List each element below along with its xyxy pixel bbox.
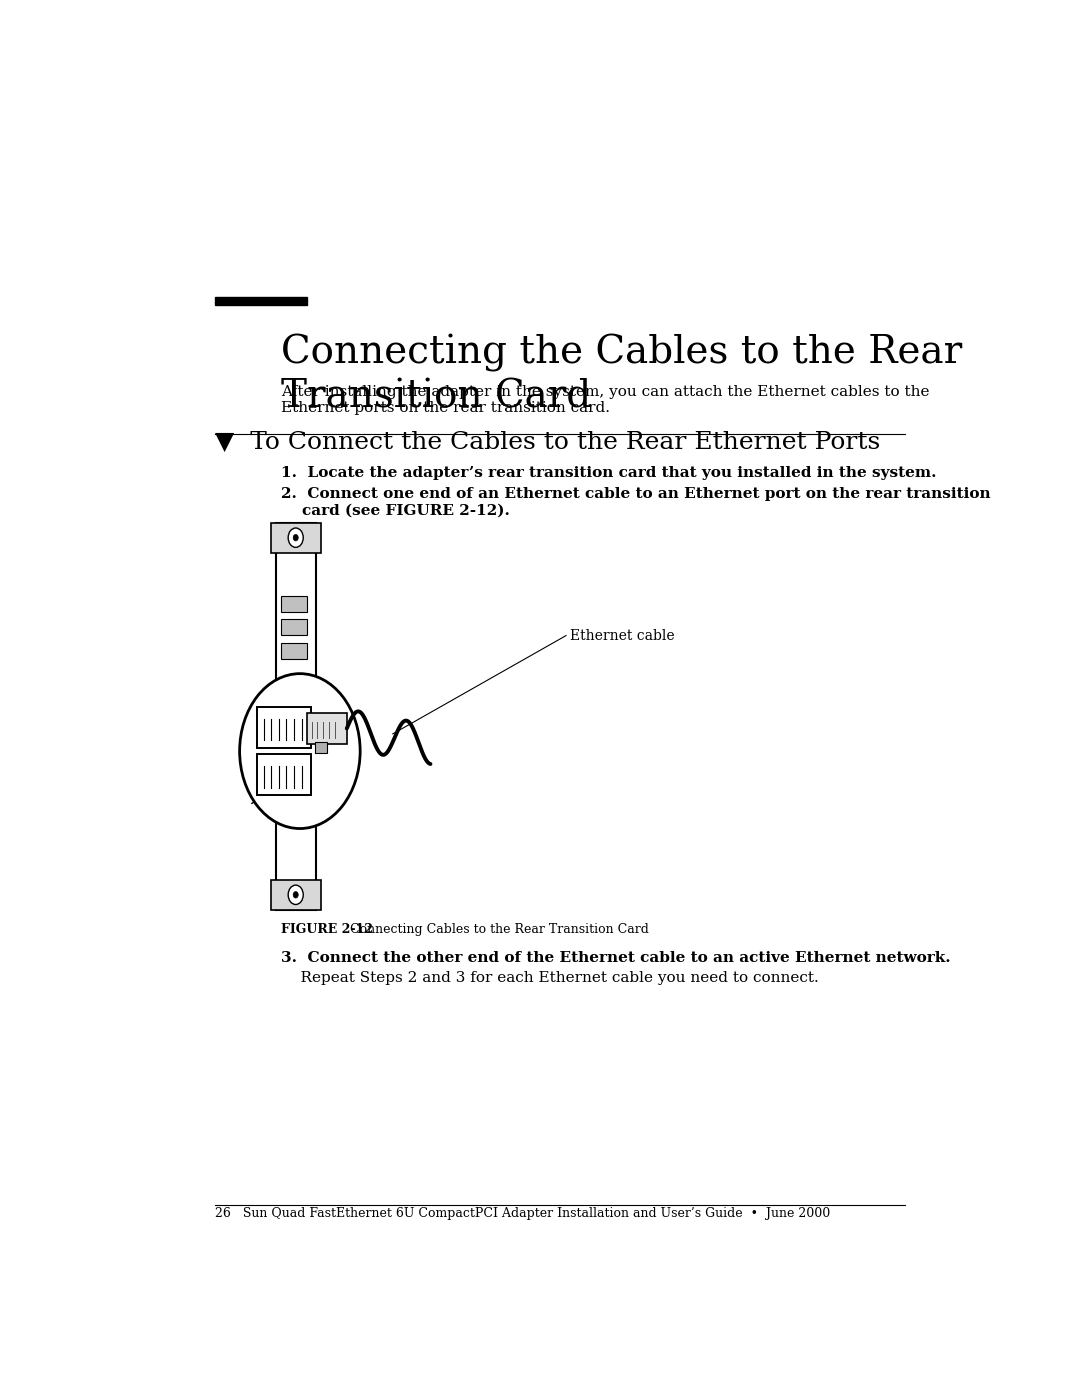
Text: 26   Sun Quad FastEthernet 6U CompactPCI Adapter Installation and User’s Guide  : 26 Sun Quad FastEthernet 6U CompactPCI A… xyxy=(215,1207,829,1220)
Bar xyxy=(275,522,315,909)
Text: 3.  Connect the other end of the Ethernet cable to an active Ethernet network.: 3. Connect the other end of the Ethernet… xyxy=(282,951,951,965)
Circle shape xyxy=(288,886,303,904)
Circle shape xyxy=(240,673,360,828)
FancyBboxPatch shape xyxy=(279,757,311,785)
Circle shape xyxy=(293,535,298,541)
Bar xyxy=(282,595,307,612)
Text: 1.  Locate the adapter’s rear transition card that you installed in the system.: 1. Locate the adapter’s rear transition … xyxy=(282,465,937,479)
Text: Connecting Cables to the Rear Transition Card: Connecting Cables to the Rear Transition… xyxy=(341,923,649,936)
Bar xyxy=(271,880,321,909)
Bar xyxy=(271,522,321,553)
Text: ▼  To Connect the Cables to the Rear Ethernet Ports: ▼ To Connect the Cables to the Rear Ethe… xyxy=(215,432,880,454)
Bar xyxy=(315,742,326,753)
FancyBboxPatch shape xyxy=(279,725,311,753)
Text: Connecting the Cables to the Rear
Transition Card: Connecting the Cables to the Rear Transi… xyxy=(282,334,962,415)
Circle shape xyxy=(293,891,298,898)
Bar xyxy=(307,714,347,743)
Bar xyxy=(215,296,307,306)
Bar xyxy=(282,643,307,659)
FancyBboxPatch shape xyxy=(257,754,311,795)
FancyBboxPatch shape xyxy=(257,707,311,747)
Text: FIGURE 2-12: FIGURE 2-12 xyxy=(282,923,374,936)
Text: Ethernet cable: Ethernet cable xyxy=(570,629,675,643)
Bar xyxy=(282,619,307,636)
Text: Repeat Steps 2 and 3 for each Ethernet cable you need to connect.: Repeat Steps 2 and 3 for each Ethernet c… xyxy=(282,971,820,985)
Text: After installing the adapter in the system, you can attach the Ethernet cables t: After installing the adapter in the syst… xyxy=(282,386,930,415)
Circle shape xyxy=(288,528,303,548)
Text: 2.  Connect one end of an Ethernet cable to an Ethernet port on the rear transit: 2. Connect one end of an Ethernet cable … xyxy=(282,488,991,517)
